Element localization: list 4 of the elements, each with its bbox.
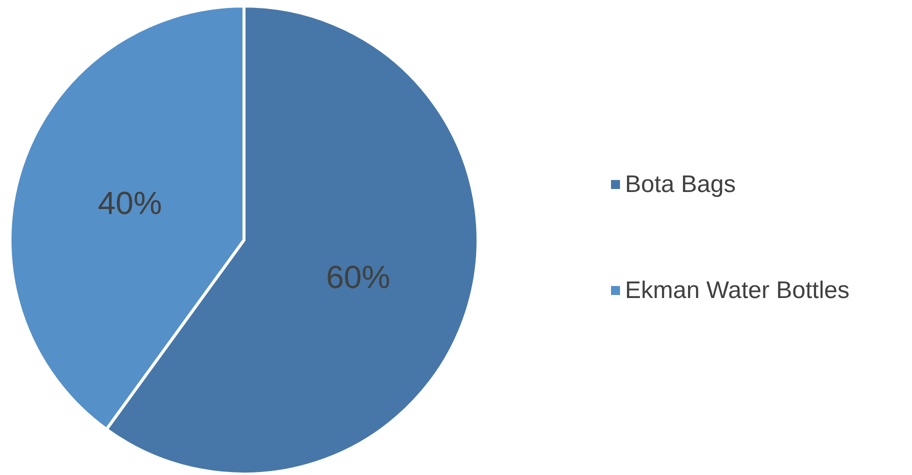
legend-label: Ekman Water Bottles (625, 277, 850, 304)
data-label: 60% (326, 259, 390, 296)
legend-label: Bota Bags (625, 171, 736, 198)
data-label: 40% (98, 184, 162, 221)
